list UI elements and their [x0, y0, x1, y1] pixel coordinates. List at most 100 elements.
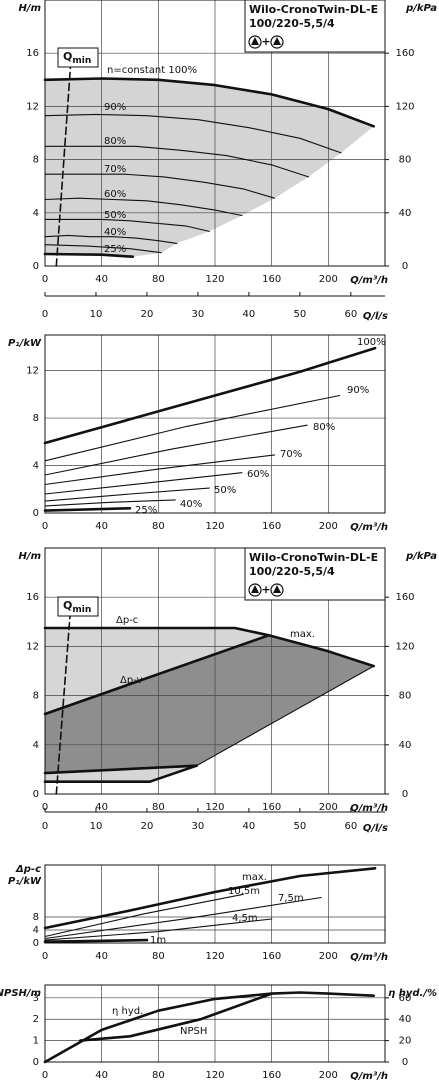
x-tick-label: 200: [319, 951, 338, 962]
curve: [43, 867, 377, 930]
y2-tick-label: 60: [399, 993, 412, 1004]
symbol-join: +: [261, 583, 270, 596]
curve-label: 50%: [104, 210, 126, 221]
y-tick-label: 4: [33, 461, 39, 472]
x-tick-label: 40: [95, 951, 108, 962]
qmin-label-main: Q: [63, 599, 72, 612]
x-tick-label: 160: [262, 951, 281, 962]
qmin-box: [57, 596, 99, 617]
y2-tick-label: 40: [399, 1014, 412, 1025]
x-tick-label: 120: [205, 951, 224, 962]
model-box: [244, 0, 386, 53]
x-tick-label: 80: [152, 951, 165, 962]
x2-tick-label: 0: [42, 309, 48, 320]
curve: [44, 197, 243, 217]
x-tick-label: 40: [95, 274, 108, 285]
x-tick-label: 120: [205, 1070, 224, 1080]
y2-tick-label: 40: [399, 208, 412, 219]
y2-tick-label: 20: [399, 1036, 412, 1047]
curve-label: η hyd.: [112, 1006, 143, 1017]
curve: [196, 665, 375, 767]
y-tick-label: 8: [33, 912, 39, 923]
model-name: 100/220-5,5/4: [249, 17, 335, 30]
x2-axis-title: Q/l/s: [363, 311, 388, 322]
x-tick-label: 40: [95, 802, 108, 813]
curve: [43, 991, 375, 1064]
y-tick-label: 3: [33, 993, 39, 1004]
qmin-label: Qmin: [63, 599, 91, 615]
x-axis-title: Q/m³/h: [350, 952, 388, 963]
y-tick-label: 8: [33, 155, 39, 166]
annotation: n=constant 100%: [107, 65, 197, 76]
y-tick-label: 0: [33, 789, 39, 800]
y-tick-label: 12: [26, 366, 39, 377]
pump-symbol: [273, 37, 281, 45]
pump-symbol: [273, 585, 281, 593]
y-tick-label: 12: [26, 641, 39, 652]
x2-tick-label: 60: [344, 821, 357, 832]
curve-label: Δp-c: [116, 615, 138, 626]
curve-label: 40%: [104, 227, 126, 238]
curve: [44, 173, 276, 199]
curve: [44, 145, 310, 178]
x-tick-label: 0: [42, 274, 48, 285]
curve-label: 90%: [104, 102, 126, 113]
curve: [44, 234, 178, 244]
qmin-label-sub: min: [72, 605, 91, 615]
y2-tick-label: 160: [395, 48, 414, 59]
x-tick-label: 40: [95, 521, 108, 532]
plot-frame: [44, 547, 386, 795]
curve: [267, 634, 375, 668]
qmin-box: [57, 47, 99, 68]
x2-tick-label: 20: [141, 309, 154, 320]
x-axis-title: Q/m³/h: [350, 275, 388, 286]
curve: [44, 113, 342, 154]
x-tick-label: 40: [95, 1070, 108, 1080]
qmin-label: Qmin: [63, 50, 91, 66]
curve-label: 4,5m: [232, 913, 258, 924]
curve-label: max.: [242, 872, 267, 883]
y-axis-title: P₁/kW: [8, 338, 42, 349]
curve: [44, 918, 273, 941]
y2-axis-title: η hyd./%: [388, 988, 437, 999]
model-name: 100/220-5,5/4: [249, 565, 335, 578]
curve-label: 7,5m: [278, 893, 304, 904]
curve-label: 80%: [104, 136, 126, 147]
x-tick-label: 200: [319, 274, 338, 285]
curve: [43, 77, 375, 128]
y2-tick-label: 160: [395, 592, 414, 603]
operating-region: [45, 78, 374, 257]
x2-tick-label: 0: [42, 821, 48, 832]
x2-tick-label: 50: [294, 309, 307, 320]
y-tick-label: 0: [33, 261, 39, 272]
curve-label: 50%: [214, 485, 236, 496]
x-tick-label: 160: [262, 274, 281, 285]
x-tick-label: 200: [319, 1070, 338, 1080]
curve-label: 25%: [104, 244, 126, 255]
x2-tick-label: 40: [243, 821, 256, 832]
x-tick-label: 0: [42, 802, 48, 813]
x2-tick-label: 60: [344, 309, 357, 320]
y-axis-title: H/m: [19, 551, 41, 562]
curve-label: 70%: [280, 449, 302, 460]
y2-tick-label: 80: [399, 155, 412, 166]
curve: [43, 252, 135, 258]
y-tick-label: 1: [33, 1036, 39, 1047]
x-tick-label: 0: [42, 951, 48, 962]
x2-tick-label: 10: [90, 821, 103, 832]
qmin-label-sub: min: [72, 56, 91, 66]
curve: [44, 896, 322, 940]
x2-axis-title: Q/l/s: [363, 823, 388, 834]
x-tick-label: 160: [262, 1070, 281, 1080]
pump-symbol: [251, 37, 259, 45]
y-tick-label: 16: [26, 48, 39, 59]
plot-frame: [44, 334, 386, 514]
curve: [44, 499, 176, 507]
y-tick-label: 0: [33, 508, 39, 519]
x-tick-label: 80: [152, 521, 165, 532]
y-axis-title: Δp-c: [15, 864, 41, 875]
y-tick-label: 0: [33, 1057, 39, 1068]
model-box: [244, 547, 386, 601]
x-tick-label: 200: [319, 521, 338, 532]
